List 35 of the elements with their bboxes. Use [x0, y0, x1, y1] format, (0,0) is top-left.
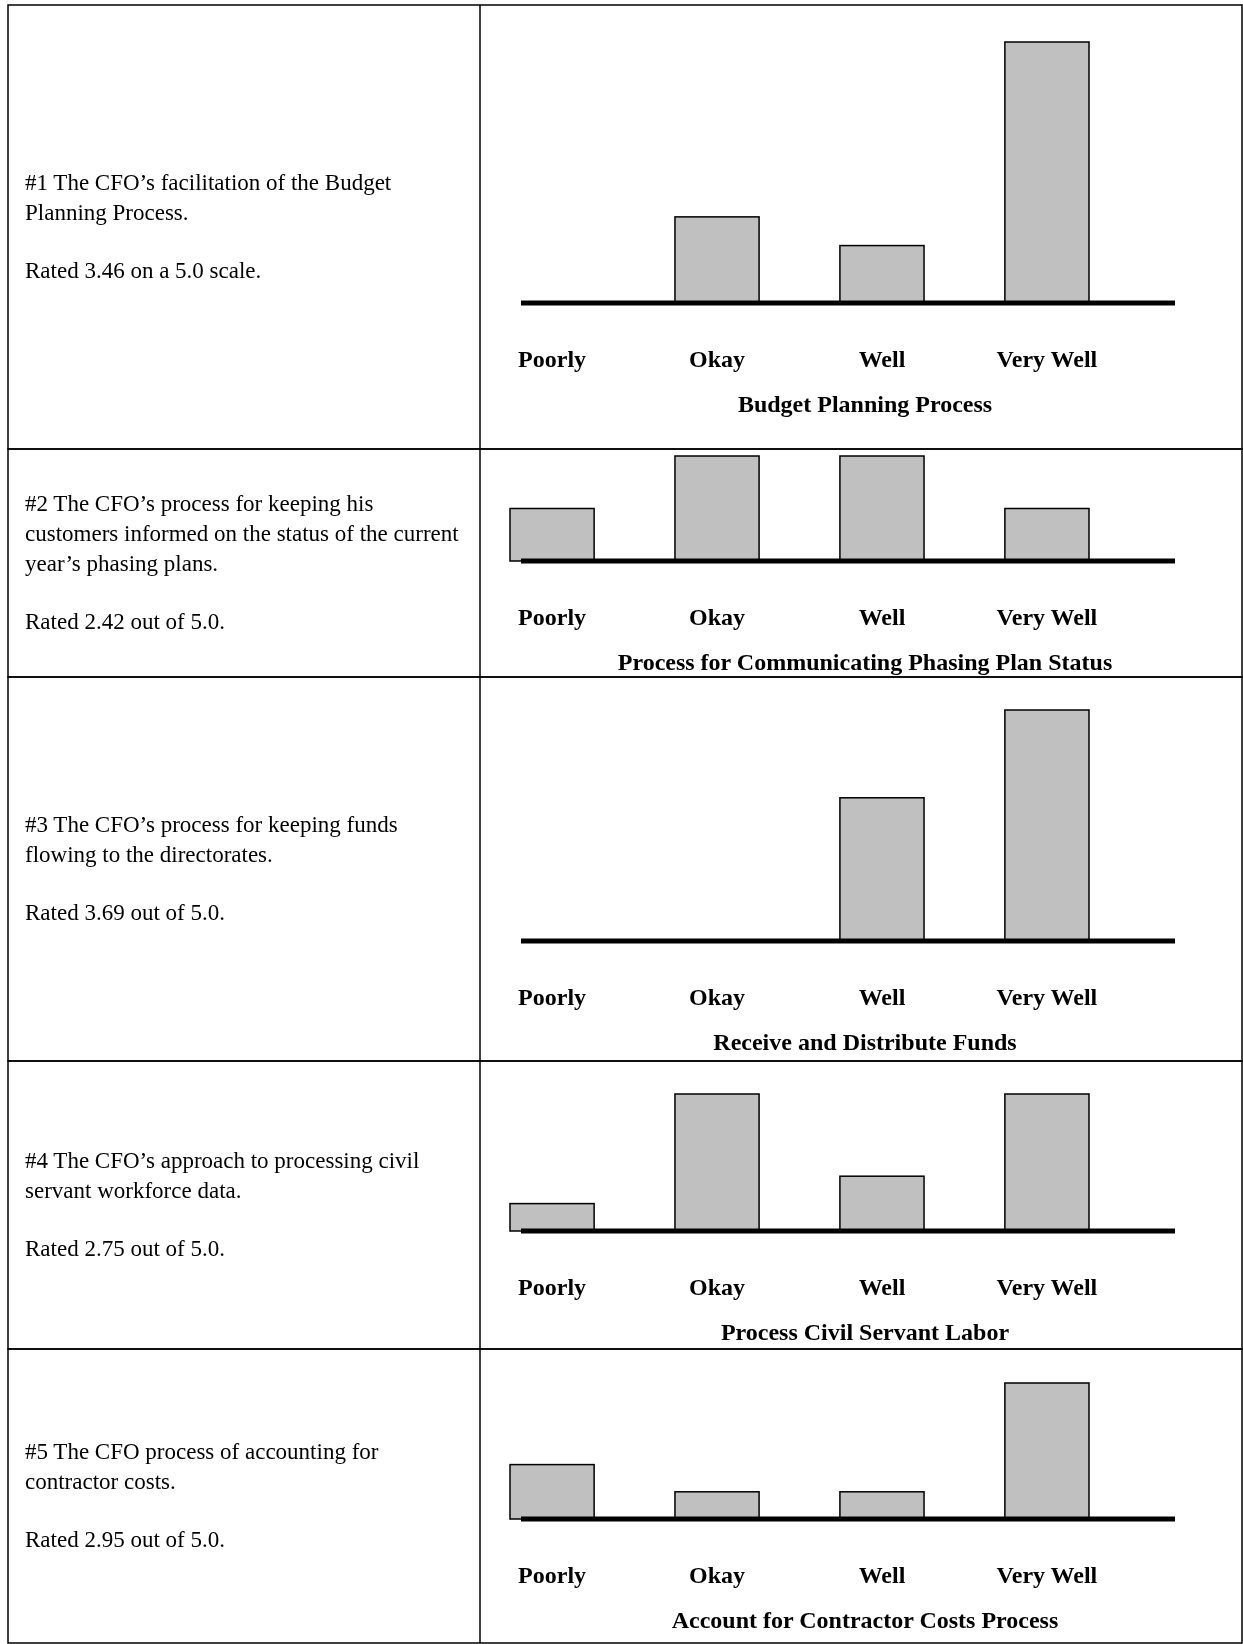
x-axis-title: Process for Communicating Phasing Plan Status	[617, 649, 1113, 675]
text: #4 The CFO’s approach to processing civil servant workforce data.	[25, 1148, 420, 1203]
x-tick-label: Well	[858, 346, 906, 372]
text: #2 The CFO’s process for keeping his customers informed on the status of the current year’s phasing plans.	[25, 491, 460, 576]
x-axis-title: Account for Contractor Costs Process	[671, 1607, 1059, 1633]
text: Rated 2.75 out of 5.0.	[25, 1236, 225, 1261]
x-tick-label: Very Well	[996, 604, 1098, 630]
text: #1 The CFO’s facilitation of the Budget Planning Process.	[25, 170, 392, 225]
x-tick-label: Well	[858, 1274, 906, 1300]
x-tick-label: Poorly	[518, 346, 587, 372]
x-tick-label: Poorly	[518, 1274, 587, 1300]
text: Rated 3.69 out of 5.0.	[25, 900, 225, 925]
text: #3 The CFO’s process for keeping funds flowing to the directorates.	[25, 812, 398, 867]
x-tick-label: Okay	[689, 984, 746, 1010]
x-tick-label: Poorly	[518, 1562, 587, 1588]
x-tick-label: Okay	[689, 1562, 746, 1588]
x-tick-label: Very Well	[996, 984, 1098, 1010]
x-axis-title: Budget Planning Process	[737, 391, 993, 417]
x-tick-label: Poorly	[518, 604, 587, 630]
x-tick-label: Okay	[689, 346, 746, 372]
x-tick-label: Very Well	[996, 1562, 1098, 1588]
x-tick-label: Poorly	[518, 984, 587, 1010]
text: Rated 2.42 out of 5.0.	[25, 609, 225, 634]
x-tick-label: Well	[858, 1562, 906, 1588]
x-tick-label: Well	[858, 984, 906, 1010]
x-axis-title: Process Civil Servant Labor	[720, 1319, 1010, 1345]
x-tick-label: Very Well	[996, 346, 1098, 372]
x-tick-label: Okay	[689, 1274, 746, 1300]
text: Rated 2.95 out of 5.0.	[25, 1527, 225, 1552]
text: #5 The CFO process of accounting for contractor costs.	[25, 1439, 379, 1494]
x-tick-label: Okay	[689, 604, 746, 630]
text: Rated 3.46 on a 5.0 scale.	[25, 258, 262, 283]
x-axis-title: Receive and Distribute Funds	[713, 1029, 1017, 1055]
x-tick-label: Well	[858, 604, 906, 630]
x-tick-label: Very Well	[996, 1274, 1098, 1300]
